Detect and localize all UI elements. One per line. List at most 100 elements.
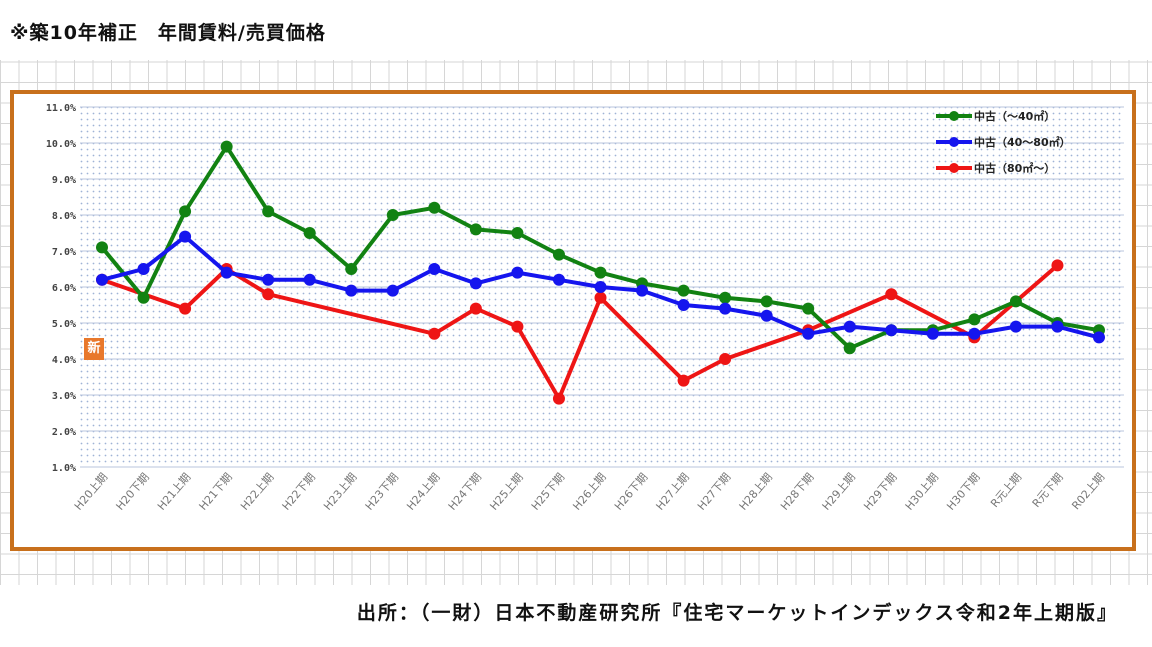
- data-point: [926, 327, 939, 340]
- y-tick-label: 9.0%: [52, 175, 76, 186]
- x-tick-label: H30下期: [944, 471, 982, 513]
- chart-title: ※築10年補正 年間賃料/売買価格: [10, 22, 326, 44]
- x-tick-label: H21上期: [155, 471, 193, 513]
- data-point: [1051, 320, 1064, 333]
- data-point: [552, 273, 565, 286]
- data-point: [96, 241, 108, 254]
- x-tick-label: H20下期: [113, 471, 151, 513]
- x-tick-label: H23下期: [363, 471, 401, 513]
- y-tick-label: 7.0%: [52, 247, 76, 258]
- data-point: [843, 320, 856, 333]
- source-band: [0, 585, 1152, 647]
- data-point: [719, 291, 732, 304]
- data-point: [1051, 259, 1064, 272]
- data-point: [885, 324, 898, 337]
- x-tick-label: H27下期: [695, 471, 733, 513]
- data-point: [303, 273, 316, 286]
- legend-marker: [949, 111, 959, 121]
- data-point: [262, 205, 275, 218]
- y-tick-label: 10.0%: [46, 139, 76, 150]
- x-tick-label: H21下期: [197, 471, 235, 513]
- data-point: [303, 227, 316, 239]
- data-point: [262, 288, 275, 301]
- x-tick-label: H20上期: [72, 471, 110, 513]
- data-point: [760, 309, 773, 322]
- data-point: [220, 266, 233, 279]
- data-point: [469, 277, 482, 290]
- x-tick-label: H24上期: [404, 471, 442, 513]
- x-tick-label: H26上期: [570, 471, 608, 513]
- x-tick-label: H23上期: [321, 471, 359, 513]
- x-tick-label: H25上期: [487, 471, 525, 513]
- data-point: [469, 223, 482, 236]
- data-point: [137, 291, 150, 304]
- data-point: [636, 284, 649, 297]
- source-note: 出所：（一財）日本不動産研究所『住宅マーケットインデックス令和2年上期版』: [356, 602, 1118, 624]
- data-point: [428, 201, 441, 214]
- data-point: [469, 302, 482, 315]
- data-point: [677, 299, 690, 311]
- data-point: [594, 281, 607, 293]
- data-point: [511, 266, 524, 279]
- x-tick-label: H27上期: [653, 471, 691, 513]
- new-badge: 新: [84, 338, 104, 360]
- legend-marker: [949, 137, 959, 147]
- data-point: [552, 392, 565, 405]
- data-point: [345, 263, 358, 275]
- y-tick-label: 4.0%: [52, 355, 76, 366]
- series-1: [96, 230, 1105, 344]
- data-point: [179, 205, 192, 218]
- x-tick-label: H24下期: [446, 471, 484, 513]
- y-tick-label: 6.0%: [52, 283, 76, 294]
- x-tick-label: R元上期: [988, 471, 1024, 511]
- data-point: [594, 291, 607, 304]
- data-point: [802, 327, 815, 340]
- data-point: [179, 302, 192, 315]
- y-tick-label: 2.0%: [52, 427, 76, 438]
- y-tick-label: 5.0%: [52, 319, 76, 330]
- legend-label: 中古（80㎡～）: [974, 161, 1055, 175]
- data-point: [760, 295, 773, 308]
- x-tick-label: H29上期: [820, 471, 858, 513]
- data-point: [386, 284, 399, 297]
- data-point: [885, 288, 898, 301]
- data-point: [968, 327, 981, 340]
- x-tick-label: H30上期: [903, 471, 941, 513]
- data-point: [96, 273, 108, 286]
- data-point: [428, 327, 441, 340]
- data-point: [843, 342, 856, 355]
- data-point: [262, 273, 275, 286]
- x-tick-label: H22上期: [238, 471, 276, 513]
- data-point: [677, 374, 690, 387]
- data-point: [511, 320, 524, 333]
- data-point: [594, 266, 607, 279]
- y-tick-label: 8.0%: [52, 211, 76, 222]
- x-tick-label: H25下期: [529, 471, 567, 513]
- chart-frame: 1.0% 2.0% 3.0% 4.0% 5.0% 6.0% 7.0% 8.0% 9.0% 10.0…: [10, 90, 1136, 551]
- data-point: [968, 313, 981, 326]
- y-tick-label: 11.0%: [46, 103, 76, 114]
- data-point: [552, 248, 565, 261]
- y-tick-label: 1.0%: [52, 463, 76, 474]
- data-point: [428, 263, 441, 275]
- line-chart: 1.0% 2.0% 3.0% 4.0% 5.0% 6.0% 7.0% 8.0% 9.0% 10.0…: [46, 103, 1124, 513]
- data-point: [137, 263, 150, 275]
- x-tick-label: H26下期: [612, 471, 650, 513]
- legend-label: 中古（～40㎡）: [974, 109, 1055, 123]
- data-point: [719, 302, 732, 315]
- x-tick-label: H28上期: [737, 471, 775, 513]
- legend-label: 中古（40～80㎡）: [974, 135, 1071, 149]
- data-point: [1009, 295, 1022, 308]
- x-tick-label: H29下期: [861, 471, 899, 513]
- data-point: [345, 284, 358, 297]
- x-tick-label: R元下期: [1030, 471, 1066, 511]
- data-point: [220, 140, 233, 153]
- legend-marker: [949, 163, 959, 173]
- header-band: [0, 0, 1152, 60]
- x-tick-label: H28下期: [778, 471, 816, 513]
- data-point: [386, 209, 399, 221]
- x-tick-label: H22下期: [280, 471, 318, 513]
- data-point: [677, 284, 690, 297]
- data-point: [719, 353, 732, 365]
- data-point: [1009, 320, 1022, 333]
